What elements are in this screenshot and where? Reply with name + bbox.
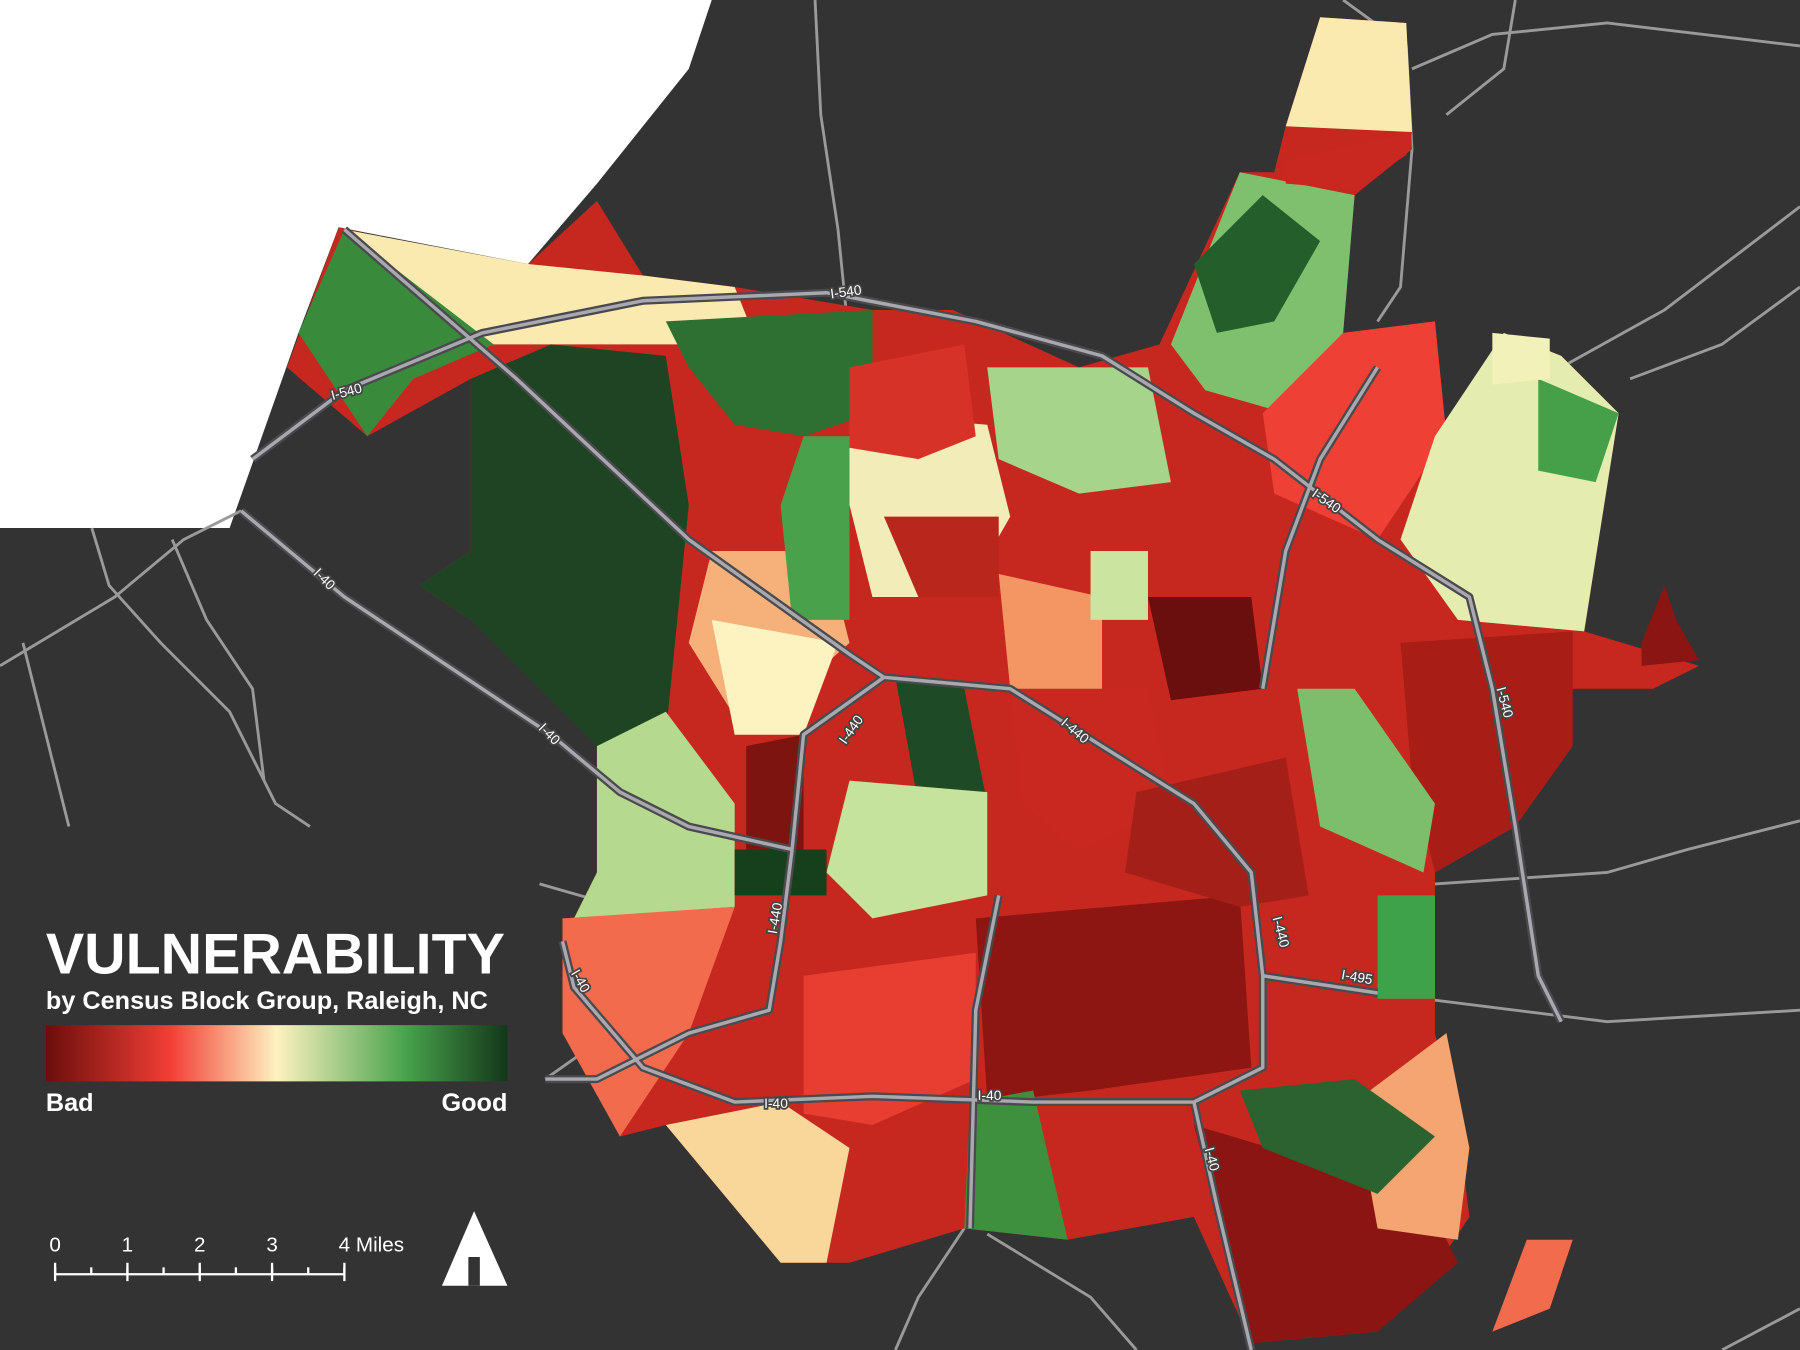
legend-high-label: Good (441, 1089, 507, 1117)
highways (238, 226, 1565, 1350)
legend: VULNERABILITY by Census Block Group, Ral… (45, 922, 508, 1117)
color-ramp (45, 1025, 508, 1082)
road-label: I-540 (829, 282, 862, 301)
scale-bar: 0 1 2 3 4 Miles (49, 1233, 404, 1282)
scale-label: 3 (266, 1233, 278, 1256)
block-groups (286, 17, 1699, 1344)
no-data-area (0, 0, 712, 529)
road-label: I-440 (765, 901, 785, 935)
north-arrow (441, 1211, 508, 1286)
scale-label: 4 Miles (339, 1233, 404, 1256)
road-label: I-495 (1340, 967, 1374, 987)
scale-label: 2 (194, 1233, 206, 1256)
legend-low-label: Bad (46, 1089, 94, 1117)
map-subtitle: by Census Block Group, Raleigh, NC (46, 987, 488, 1015)
road-label: I-40 (978, 1088, 1002, 1103)
map-title: VULNERABILITY (46, 922, 505, 986)
road-label: I-40 (764, 1096, 788, 1111)
scale-label: 1 (122, 1233, 134, 1256)
scale-label: 0 (49, 1233, 61, 1256)
